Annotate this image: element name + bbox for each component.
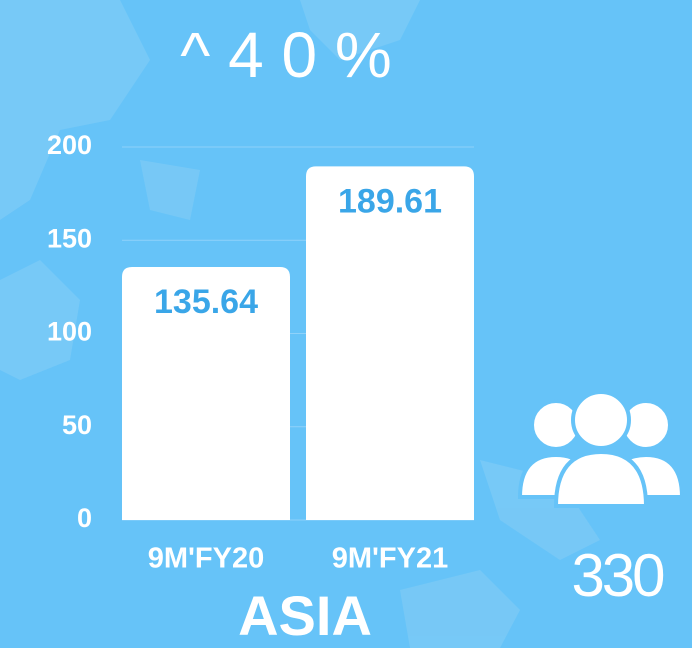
y-tick-label: 50: [62, 410, 92, 440]
annotation: 330: [571, 542, 664, 609]
bar: [122, 267, 290, 520]
data-label: 189.61: [338, 182, 442, 220]
x-axis-label: ASIA: [238, 584, 372, 647]
y-tick-label: 100: [47, 317, 92, 347]
bar: [306, 166, 474, 520]
y-tick-label: 150: [47, 223, 92, 253]
map-shapes: [0, 0, 600, 648]
x-tick-label: 9M'FY20: [148, 543, 265, 575]
y-tick-label: 0: [77, 503, 92, 533]
y-tick-label: 200: [47, 130, 92, 160]
data-label: 135.64: [154, 283, 258, 321]
x-tick-label: 9M'FY21: [332, 543, 449, 575]
people-icon: [517, 390, 685, 508]
chart-title: ^ 4 0 %: [180, 19, 391, 91]
